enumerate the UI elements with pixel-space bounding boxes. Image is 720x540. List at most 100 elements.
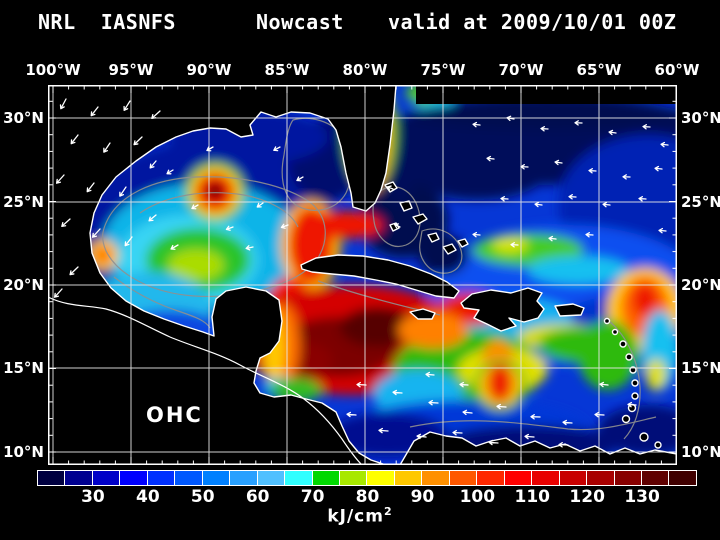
colorbar-tick-label: 100	[459, 487, 496, 507]
lat-tick-label: 20°N	[3, 276, 44, 294]
bahamas	[384, 181, 469, 255]
wind-vector-arrow	[534, 201, 543, 208]
title-product: Nowcast	[256, 10, 344, 34]
colorbar-unit-exponent: 2	[383, 505, 393, 518]
wind-vector-arrow	[416, 433, 427, 440]
colorbar-segment	[202, 471, 230, 485]
colorbar-segment	[394, 471, 422, 485]
wind-vector-arrow	[642, 123, 651, 130]
wind-vector-arrow	[654, 165, 663, 172]
lat-tick-label: 25°N	[681, 193, 720, 211]
colorbar-segment	[312, 471, 339, 485]
map-frame	[48, 85, 677, 465]
model-domain-boundary	[416, 85, 677, 104]
wind-vector-arrow	[86, 182, 95, 193]
colorbar-segment	[669, 471, 696, 485]
colorbar-tick-label: 130	[624, 487, 660, 507]
colorbar-tick-label: 70	[300, 487, 325, 507]
wind-vector-arrow	[53, 288, 63, 298]
colorbar-segment	[285, 471, 312, 485]
colorbar-tick-label: 120	[569, 487, 605, 507]
wind-vector-arrow	[123, 100, 131, 111]
lat-tick-label: 30°N	[3, 109, 44, 127]
wind-vector-arrow	[638, 195, 647, 202]
wind-vector-arrow	[627, 401, 637, 408]
colorbar-unit-base: kJ/cm	[327, 506, 384, 527]
colorbar-tick-label: 80	[355, 487, 380, 507]
wind-vector-arrow	[103, 142, 111, 153]
colorbar-segment	[559, 471, 587, 485]
wind-vector-arrow	[124, 236, 133, 247]
colorbar-segment	[532, 471, 559, 485]
lon-tick-label: 80°W	[342, 61, 388, 79]
wind-vector-arrow	[660, 141, 669, 148]
wind-vector-arrow	[510, 242, 519, 248]
lat-tick-label: 20°N	[681, 276, 720, 294]
wind-vector-arrow	[599, 381, 609, 388]
wind-vector-arrow	[225, 225, 234, 231]
colorbar-segment	[614, 471, 641, 485]
wind-vector-arrow	[506, 115, 515, 122]
wind-vector-arrow	[296, 176, 304, 182]
lon-tick-label: 65°W	[576, 61, 622, 79]
lat-tick-label: 15°N	[681, 359, 720, 377]
wind-vector-arrow	[472, 231, 481, 238]
colorbar-segment	[147, 471, 175, 485]
wind-vector-arrow	[540, 125, 549, 132]
wind-vector-arrow	[170, 244, 179, 250]
wind-vector-arrow	[520, 164, 529, 170]
wind-vector-arrow	[488, 439, 499, 446]
wind-vector-arrows	[53, 98, 669, 448]
lat-tick-label: 15°N	[3, 359, 44, 377]
wind-vector-arrow	[496, 403, 507, 410]
wind-vector-arrow	[524, 433, 535, 440]
map-annotation-ohc: OHC	[146, 403, 203, 427]
wind-vector-arrow	[393, 223, 401, 229]
wind-vector-arrow	[428, 399, 439, 406]
north-central-america	[48, 85, 397, 465]
jamaica	[409, 308, 436, 320]
title-valid-time: valid at 2009/10/01 00Z	[388, 10, 677, 34]
title-model: NRL IASNFS	[38, 10, 176, 34]
wind-vector-arrow	[588, 167, 597, 174]
colorbar-segment	[504, 471, 532, 485]
wind-vector-arrow	[346, 411, 357, 418]
wind-vector-arrow	[148, 214, 157, 222]
colorbar-segment	[367, 471, 394, 485]
land-masses	[48, 85, 677, 465]
wind-vector-arrow	[206, 146, 214, 152]
wind-vector-arrow	[500, 195, 509, 202]
colorbar-segment	[449, 471, 477, 485]
wind-vector-arrow	[594, 411, 605, 418]
colorbar-tick-label: 40	[135, 487, 160, 507]
wind-vector-arrow	[166, 169, 174, 175]
wind-vector-arrow	[459, 381, 469, 388]
colorbar-segment	[92, 471, 120, 485]
wind-vector-arrow	[425, 371, 435, 378]
wind-vector-arrow	[280, 223, 289, 229]
hispaniola	[460, 287, 545, 332]
colorbar-segment	[641, 471, 669, 485]
wind-vector-arrow	[554, 159, 563, 166]
colorbar-segment	[65, 471, 92, 485]
lon-tick-label: 85°W	[264, 61, 310, 79]
wind-vector-arrow	[530, 414, 541, 420]
wind-vector-arrow	[90, 106, 99, 117]
wind-vector-arrow	[548, 235, 557, 242]
colorbar-tick-label: 30	[81, 487, 105, 507]
colorbar-unit: kJ/cm2	[298, 505, 422, 527]
wind-vector-arrow	[386, 185, 394, 191]
wind-vector-arrow	[356, 381, 367, 388]
wind-vector-arrow	[392, 389, 403, 396]
colorbar-segment	[422, 471, 449, 485]
wind-vector-arrow	[133, 136, 143, 146]
wind-vector-arrow	[452, 429, 463, 436]
colorbar-tick-label: 90	[410, 487, 435, 507]
colorbar-tick-label: 60	[245, 487, 270, 507]
wind-vector-arrow	[91, 228, 101, 238]
wind-vector-arrow	[568, 194, 577, 200]
wind-vector-arrow	[69, 266, 79, 276]
wind-vector-arrow	[658, 227, 667, 234]
wind-vector-arrow	[245, 245, 254, 251]
wind-vector-arrow	[61, 218, 71, 228]
